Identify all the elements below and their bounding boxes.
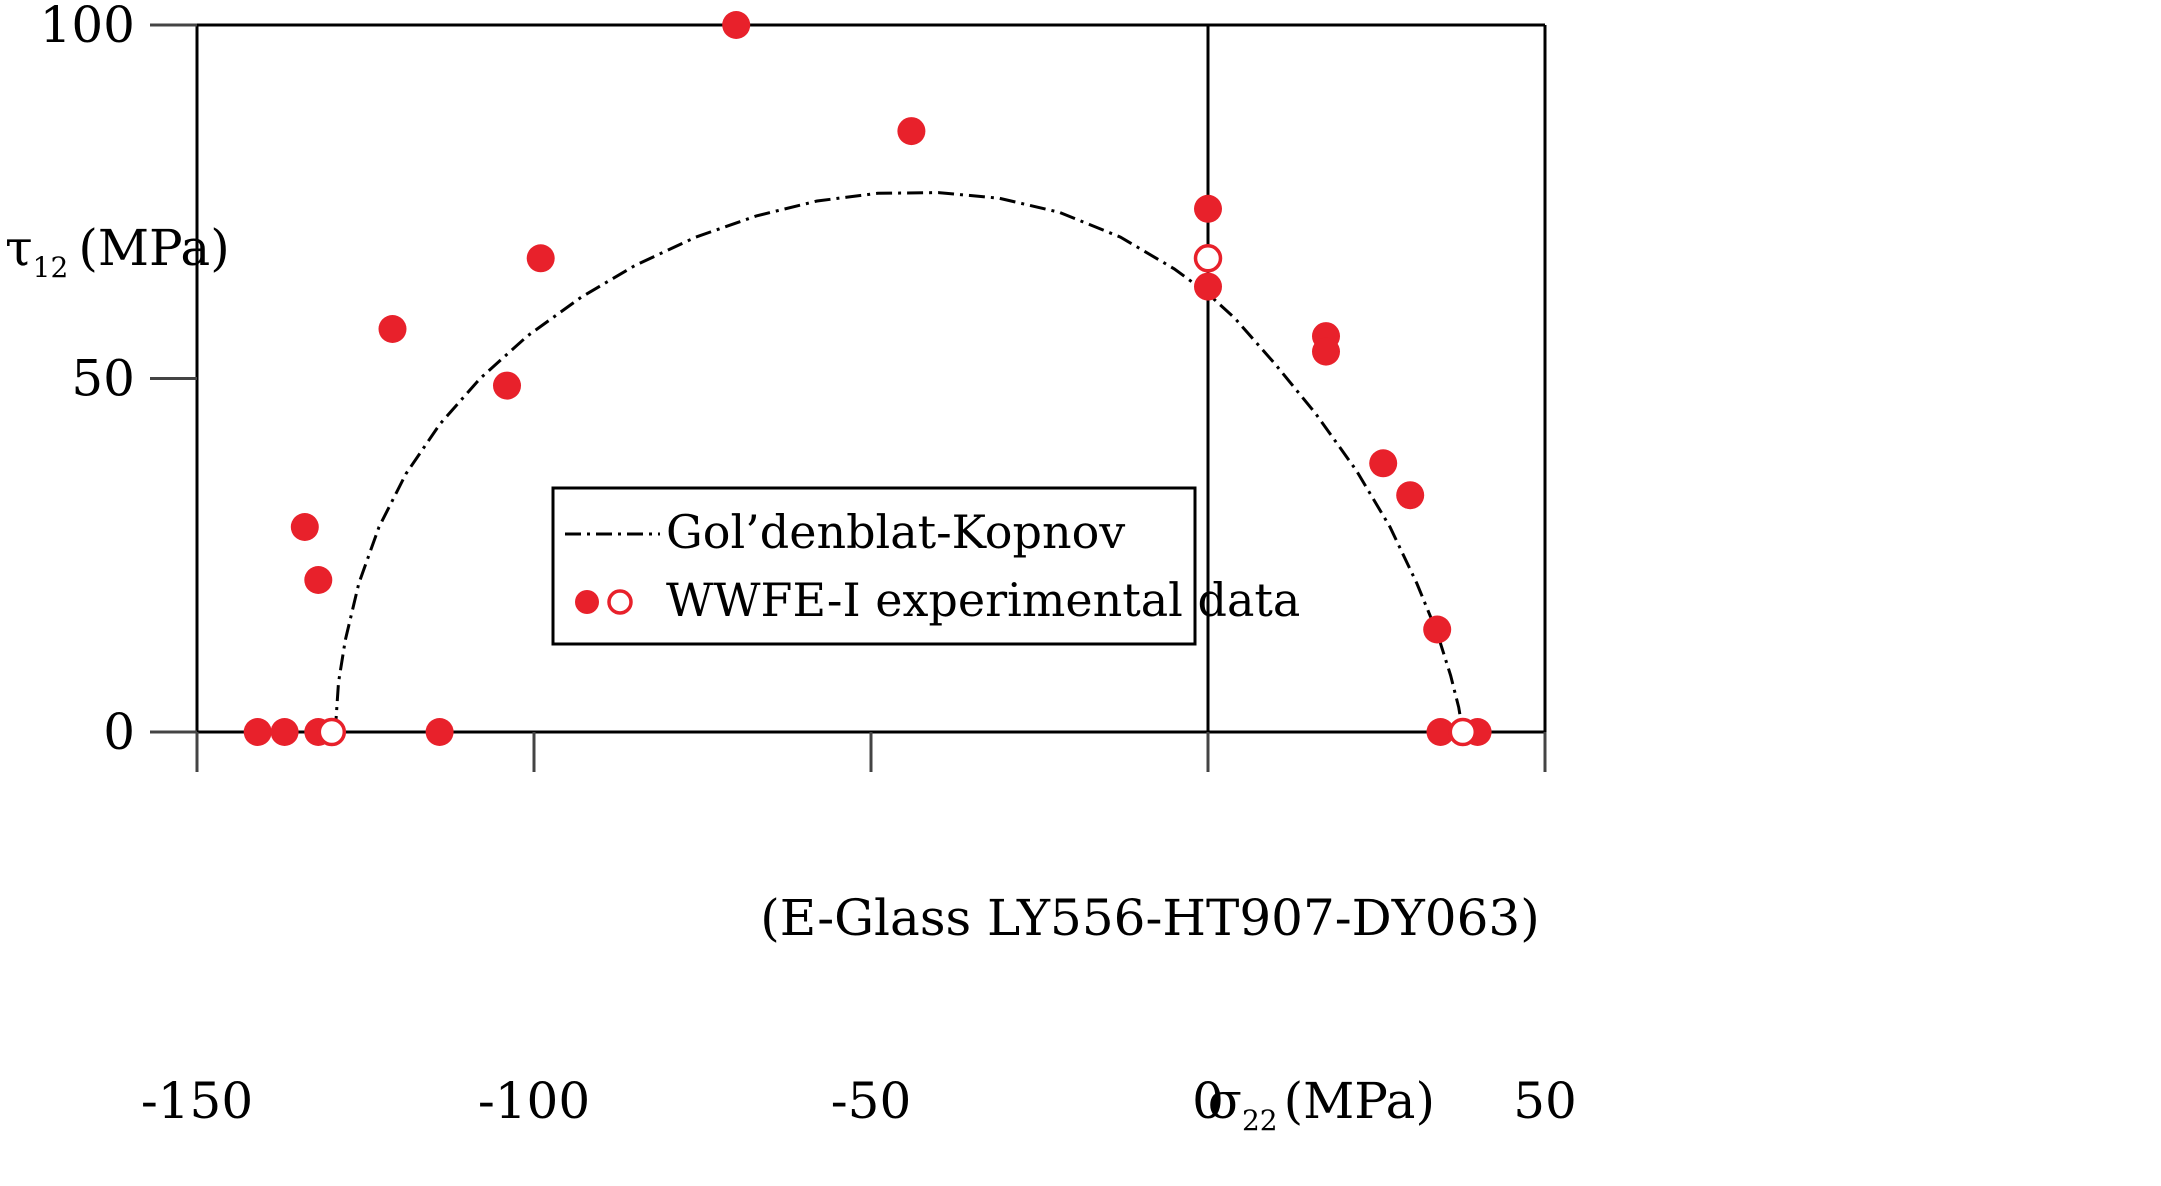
x-tick-label: 0: [1192, 1072, 1224, 1130]
data-point-open: [1193, 244, 1223, 273]
x-axis-label-subscript: 22: [1242, 1104, 1278, 1137]
data-point: [1194, 194, 1222, 223]
x-tick-label: -100: [478, 1072, 590, 1130]
data-point: [1423, 615, 1452, 644]
y-tick-label: 50: [71, 350, 135, 408]
axes-layer: 0 50 100 -150 -100 -50 0 50: [40, 0, 1577, 1130]
y-axis-label-unit: (MPa): [78, 219, 229, 277]
x-axis-label-unit: (MPa): [1284, 1072, 1435, 1130]
data-point: [378, 315, 407, 343]
legend-box: [551, 486, 1197, 646]
data-point: [1194, 272, 1222, 301]
curve-layer: [333, 191, 1465, 733]
y-tick-label: 100: [40, 0, 135, 54]
data-point: [1426, 718, 1455, 746]
data-point: [897, 117, 926, 146]
data-point: [290, 513, 319, 541]
legend-filled-marker: [575, 590, 599, 614]
y-axis-label-subscript: 12: [33, 251, 69, 284]
chart-subtitle: (E-Glass LY556-HT907-DY063): [760, 889, 1539, 947]
y-axis-label-symbol: τ: [5, 219, 33, 277]
data-point: [425, 718, 454, 746]
x-tick-label: -150: [141, 1072, 253, 1130]
data-point: [1312, 337, 1340, 366]
data-point: [243, 718, 272, 746]
x-axis-label-symbol: σ: [1208, 1072, 1242, 1130]
legend-label-curve: Gol’denblat-Kopnov: [666, 505, 1125, 559]
x-tick-label: -50: [831, 1072, 912, 1130]
data-point: [1396, 481, 1425, 510]
data-point: [722, 11, 751, 39]
x-axis-label: σ22 (MPa): [1208, 1072, 1435, 1137]
data-point: [526, 244, 555, 273]
data-point: [304, 566, 333, 594]
fit-curve: [333, 191, 1465, 733]
legend: Gol’denblat-Kopnov WWFE-I experimental da…: [551, 486, 1300, 646]
y-tick-label: 0: [103, 703, 135, 761]
y-axis-label: τ12 (MPa): [5, 219, 230, 284]
data-point-open: [317, 717, 347, 747]
points-layer: [243, 11, 1492, 747]
legend-open-marker: [607, 589, 633, 615]
legend-label-data: WWFE-I experimental data: [666, 573, 1300, 627]
x-tick-label: 50: [1513, 1072, 1577, 1130]
data-point-open: [1448, 717, 1478, 747]
data-point: [493, 371, 521, 400]
data-point: [270, 718, 299, 746]
data-point: [1369, 449, 1398, 478]
